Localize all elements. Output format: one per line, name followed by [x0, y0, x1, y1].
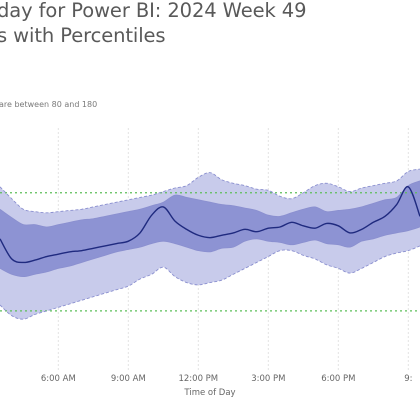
- p75-line: [0, 180, 420, 228]
- x-tick-label: 6:00 AM: [41, 374, 76, 384]
- x-tick-label: 3:00 PM: [251, 374, 285, 384]
- chart-title-line-1: day for Power BI: 2024 Week 49: [0, 0, 307, 22]
- x-axis: 6:00 AM 9:00 AM 12:00 PM 3:00 PM 6:00 PM 9: Ti…: [41, 374, 413, 398]
- x-tick-label: 6:00 PM: [321, 374, 355, 384]
- reference-lines: [0, 192, 420, 312]
- p5-line: [0, 245, 420, 320]
- x-tick-label: 9:: [404, 374, 412, 384]
- x-tick-label: 12:00 PM: [178, 374, 218, 384]
- series-lines: [0, 168, 420, 320]
- chart-title-line-2: s with Percentiles: [0, 24, 166, 47]
- x-tick-label: 9:00 AM: [111, 374, 146, 384]
- target-range-note: are between 80 and 180: [0, 100, 98, 109]
- p25-line: [0, 226, 420, 278]
- p25-p75-band: [0, 180, 420, 277]
- p95-line: [0, 168, 420, 214]
- median-line: [0, 186, 420, 264]
- x-axis-title: Time of Day: [183, 388, 235, 398]
